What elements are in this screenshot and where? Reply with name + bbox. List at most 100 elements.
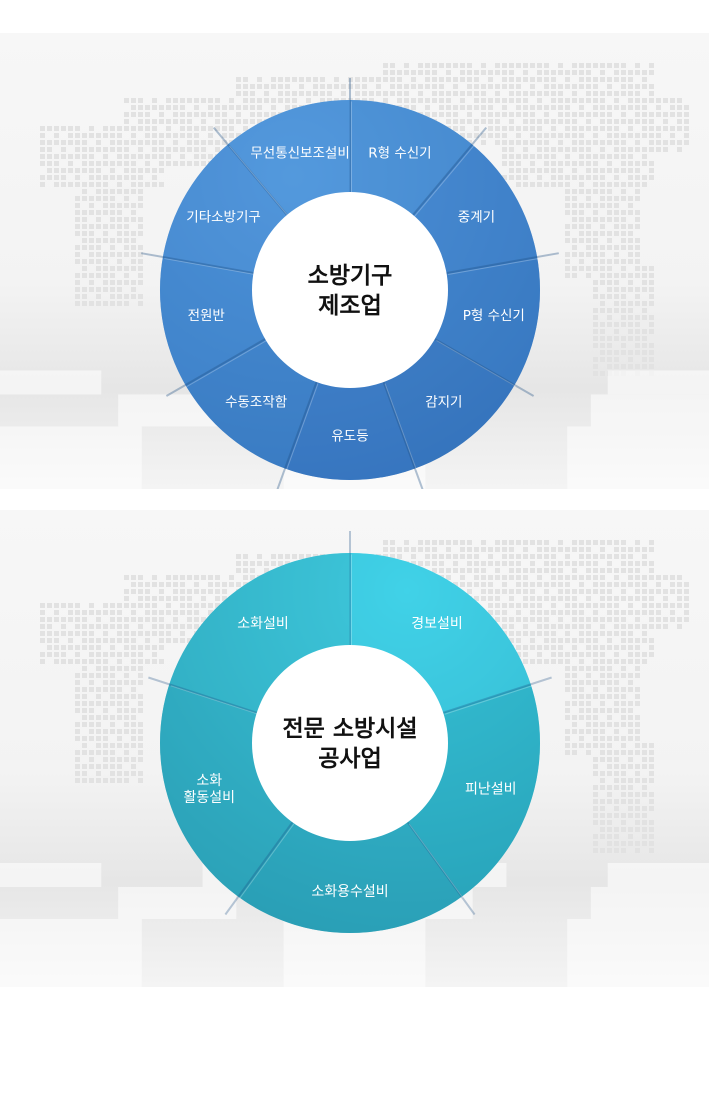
map-dot (523, 77, 528, 82)
map-dot (439, 63, 444, 68)
map-dot (621, 259, 626, 264)
map-dot (558, 140, 563, 145)
map-dot (208, 589, 213, 594)
map-dot (145, 638, 150, 643)
map-dot (82, 224, 87, 229)
map-dot (194, 589, 199, 594)
map-dot (607, 708, 612, 713)
map-dot (75, 175, 80, 180)
map-dot (593, 252, 598, 257)
map-dot (502, 554, 507, 559)
map-dot (558, 133, 563, 138)
map-dot (194, 603, 199, 608)
map-dot (474, 575, 479, 580)
map-dot (649, 175, 654, 180)
map-dot (600, 645, 605, 650)
map-dot (635, 133, 640, 138)
map-dot (635, 673, 640, 678)
map-dot (621, 63, 626, 68)
map-dot (418, 540, 423, 545)
map-dot (96, 301, 101, 306)
map-dot (40, 161, 45, 166)
map-dot (607, 63, 612, 68)
map-dot (621, 266, 626, 271)
map-dot (446, 575, 451, 580)
map-dot (509, 63, 514, 68)
map-dot (586, 203, 591, 208)
map-dot (656, 147, 661, 152)
map-dot (82, 617, 87, 622)
segment-divider-highlight (186, 340, 267, 387)
map-dot (607, 568, 612, 573)
map-dot (642, 806, 647, 811)
map-dot (593, 554, 598, 559)
map-dot (621, 140, 626, 145)
map-dot (460, 547, 465, 552)
map-dot (593, 638, 598, 643)
map-dot (257, 105, 262, 110)
map-dot (509, 554, 514, 559)
map-dot (481, 98, 486, 103)
map-dot (194, 147, 199, 152)
map-dot (89, 259, 94, 264)
map-dot (544, 638, 549, 643)
map-dot (586, 631, 591, 636)
map-dot (110, 210, 115, 215)
map-dot (635, 743, 640, 748)
map-dot (145, 582, 150, 587)
map-dot (117, 687, 122, 692)
map-dot (586, 750, 591, 755)
map-dot (586, 596, 591, 601)
map-dot (551, 175, 556, 180)
map-dot (89, 147, 94, 152)
map-dot (544, 140, 549, 145)
center-title-line: 소방기구 (308, 263, 393, 289)
map-dot (110, 126, 115, 131)
map-dot (257, 554, 262, 559)
map-dot (579, 154, 584, 159)
map-dot (656, 575, 661, 580)
map-dot (621, 105, 626, 110)
map-dot (621, 813, 626, 818)
map-dot (124, 175, 129, 180)
map-dot (614, 596, 619, 601)
map-dot (166, 624, 171, 629)
map-dot (222, 133, 227, 138)
map-dot (600, 729, 605, 734)
map-dot (145, 610, 150, 615)
map-dot (243, 126, 248, 131)
map-dot (404, 63, 409, 68)
map-dot (586, 140, 591, 145)
map-dot (278, 554, 283, 559)
map-dot (159, 596, 164, 601)
map-dot (82, 182, 87, 187)
map-dot (579, 659, 584, 664)
map-dot (607, 294, 612, 299)
map-dot (313, 91, 318, 96)
map-dot (565, 126, 570, 131)
map-dot (110, 294, 115, 299)
map-dot (75, 126, 80, 131)
map-dot (565, 112, 570, 117)
map-dot (565, 603, 570, 608)
map-dot (614, 547, 619, 552)
map-dot (607, 217, 612, 222)
map-dot (103, 175, 108, 180)
map-dot (453, 561, 458, 566)
map-dot (215, 603, 220, 608)
segment-divider-highlight (384, 383, 417, 471)
map-dot (124, 217, 129, 222)
map-dot (40, 638, 45, 643)
map-dot (425, 84, 430, 89)
map-dot (474, 133, 479, 138)
map-dot (82, 610, 87, 615)
map-dot (502, 561, 507, 566)
map-dot (635, 771, 640, 776)
map-dot (572, 561, 577, 566)
map-dot (404, 91, 409, 96)
map-dot (593, 757, 598, 762)
map-dot (383, 91, 388, 96)
map-dot (649, 757, 654, 762)
map-dot (551, 631, 556, 636)
map-dot (600, 294, 605, 299)
